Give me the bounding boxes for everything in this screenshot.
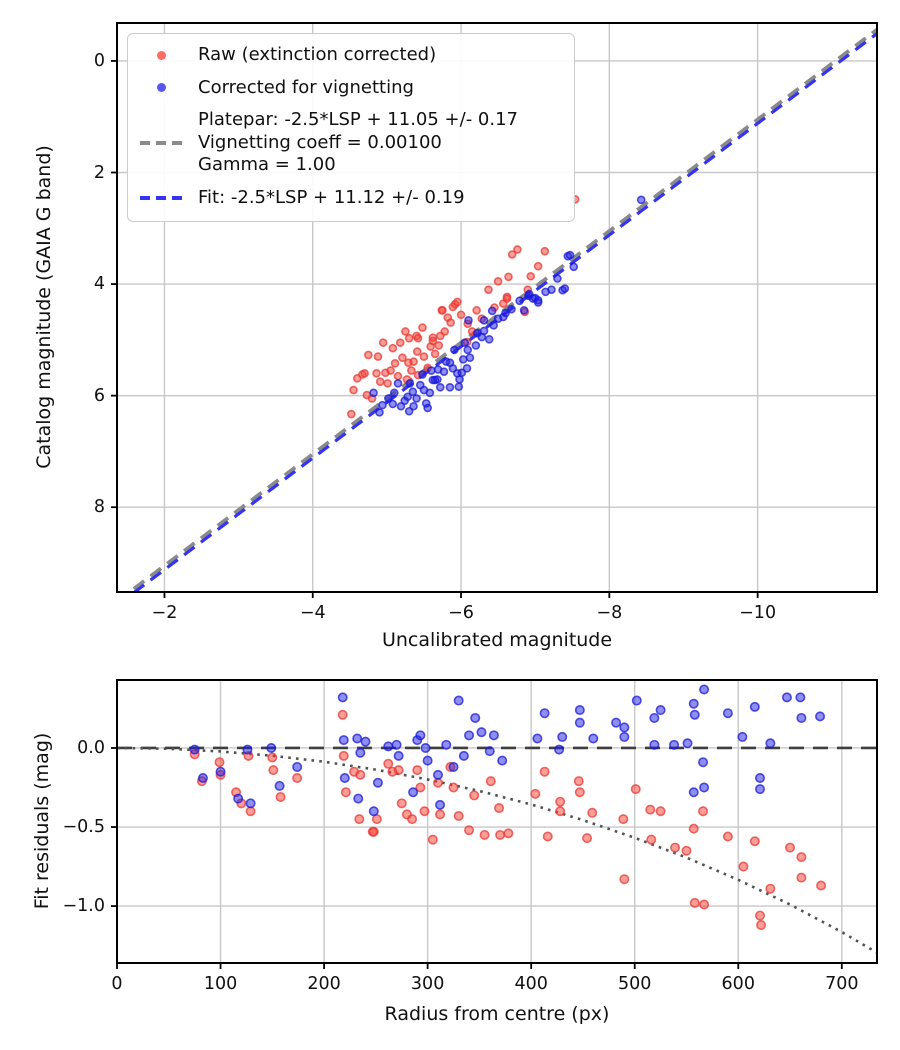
y-tick-label: 0.0 [77,737,105,758]
plot-spines [116,679,878,964]
fit-residuals-plot [111,679,878,969]
legend-item-vignetting: Corrected for vignetting [140,77,562,100]
x-tick-label: 200 [307,974,341,994]
y-tick-label: −1.0 [62,896,106,917]
raw-points-group [347,194,580,419]
top-y-axis-label: Catalog magnitude (GAIA G band) [33,145,55,469]
x-tick-label: 400 [514,974,548,994]
legend-box: Raw (extinction corrected) Corrected for… [127,33,575,222]
y-tick-label: −0.5 [62,817,106,838]
fit-line [132,32,877,592]
legend-platepar-label: Platepar: -2.5*LSP + 11.05 +/- 0.17 Vign… [198,109,518,175]
model-curve [117,746,877,954]
x-tick-label: −2 [151,603,178,623]
legend-raw-label: Raw (extinction corrected) [198,44,437,65]
y-tick-label: 4 [93,274,105,295]
top-x-axis-label: Uncalibrated magnitude [381,629,613,651]
bottom-x-axis-label: Radius from centre (px) [384,1003,610,1025]
legend-item-raw: Raw (extinction corrected) [140,44,562,67]
y-tick-label: 0 [93,50,105,71]
x-tick-label: −8 [596,603,623,623]
vig-points-group [189,684,826,817]
vig-points-group [369,195,646,417]
raw-dot-icon [140,50,182,60]
x-tick-label: 600 [721,974,755,994]
legend-item-fit: Fit: -2.5*LSP + 11.12 +/- 0.19 [140,187,562,210]
x-tick-label: 300 [410,974,445,994]
fit-dash-icon [140,195,182,200]
x-tick-label: −10 [739,603,777,623]
y-tick-label: 2 [93,162,105,183]
legend-vignetting-label: Corrected for vignetting [198,76,414,98]
platepar-dash-icon [140,140,182,145]
y-tick-label: 6 [93,385,105,406]
x-tick-label: 500 [618,974,652,994]
y-tick-label: 8 [93,497,105,518]
x-tick-label: 0 [111,974,123,994]
x-tick-label: −6 [448,603,474,623]
legend-fit-label: Fit: -2.5*LSP + 11.12 +/- 0.19 [198,186,465,208]
fit-line [126,28,877,592]
x-tick-label: −4 [299,603,326,623]
raw-points-group [189,709,827,931]
x-tick-label: 700 [825,974,859,994]
bottom-y-axis-label: Fit residuals (mag) [31,732,53,910]
vignetting-dot-icon [140,83,182,93]
plot-spines [116,22,878,593]
x-tick-label: 100 [203,974,238,994]
legend-item-platepar: Platepar: -2.5*LSP + 11.05 +/- 0.17 Vign… [140,109,562,177]
